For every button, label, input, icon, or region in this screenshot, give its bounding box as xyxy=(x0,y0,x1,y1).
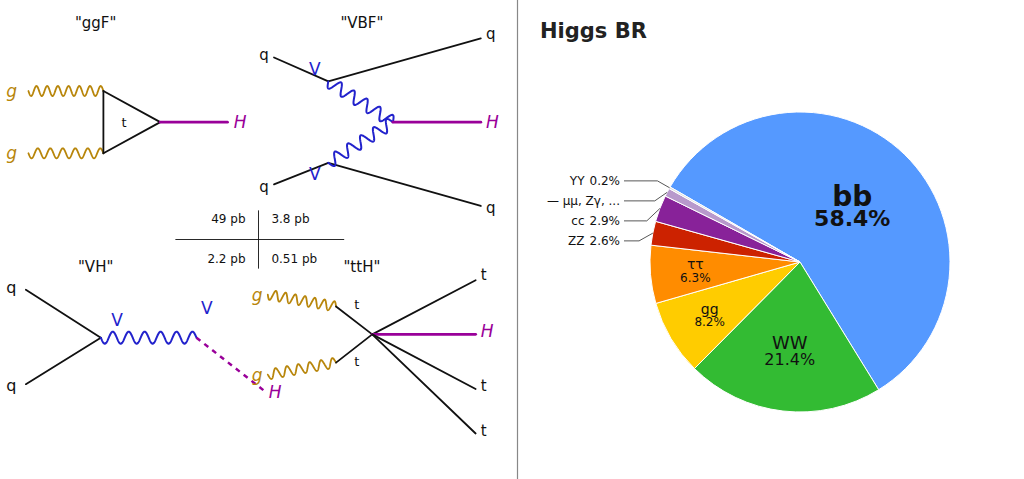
annotation: 0.51 pb xyxy=(271,252,317,266)
annotation: t xyxy=(481,377,487,395)
quark-loop xyxy=(103,91,105,153)
annotation: H xyxy=(234,112,247,132)
annotation: 49 pb xyxy=(211,212,245,226)
annotation: t xyxy=(481,266,487,284)
data-label: 0.2% xyxy=(590,174,621,188)
table-rule xyxy=(176,239,344,240)
quark-line xyxy=(328,163,481,206)
annotation: V xyxy=(309,59,321,79)
slice-category: ττ xyxy=(687,256,704,272)
annotation: H xyxy=(481,321,494,341)
annotation: q xyxy=(486,199,496,217)
annotation: q xyxy=(259,178,269,196)
annotation: q xyxy=(486,25,496,43)
higgs-line xyxy=(372,333,475,336)
annotation: H xyxy=(269,382,282,402)
annotation: 3.8 pb xyxy=(271,212,309,226)
pie xyxy=(650,112,950,412)
annotation: 2.2 pb xyxy=(207,252,245,266)
data-label: 8.2% xyxy=(694,315,725,329)
data-label: 2.9% xyxy=(590,214,621,228)
annotation: q xyxy=(259,46,269,64)
quark-line xyxy=(274,57,328,81)
annotation: g xyxy=(252,365,263,385)
annotation: t xyxy=(481,422,487,440)
quark-line xyxy=(372,334,475,433)
slice-label: ZZ 2.6% xyxy=(568,234,620,248)
annotation: V xyxy=(309,164,321,184)
data-label: 2.6% xyxy=(590,234,621,248)
annotation: g xyxy=(6,143,17,163)
chart-title: Higgs BR xyxy=(540,19,647,43)
quark-loop xyxy=(103,91,160,122)
slice-category: ZZ xyxy=(568,234,584,248)
annotation: t xyxy=(122,115,127,130)
slice-category: cc xyxy=(571,214,584,228)
annotation: "VBF" xyxy=(340,14,383,32)
pie-slice xyxy=(669,187,800,262)
quark-line xyxy=(328,38,481,81)
annotation: "VH" xyxy=(78,258,113,276)
leader-line xyxy=(624,233,653,241)
annotation: "ttH" xyxy=(343,258,380,276)
panel-divider xyxy=(517,0,518,479)
boson-line xyxy=(328,81,394,122)
table-rule xyxy=(258,211,259,268)
annotation: t xyxy=(354,354,359,369)
leader-line xyxy=(624,208,660,220)
annotation: V xyxy=(111,310,123,330)
boson-line xyxy=(328,119,393,166)
data-label: 6.3% xyxy=(680,271,711,285)
annotation: q xyxy=(6,376,16,395)
gluon-line xyxy=(268,291,336,310)
quark-line xyxy=(26,290,101,338)
gluon-line xyxy=(28,86,103,96)
slice-category: — μμ, Zγ, ... xyxy=(547,194,620,208)
leader-line xyxy=(624,181,670,188)
slice-label: — μμ, Zγ, ... xyxy=(547,194,620,208)
pie-labels: bb58.4%WW21.4%gg8.2%ττ6.3%YY0.2%— μμ, Zγ… xyxy=(547,174,891,370)
annotation: g xyxy=(6,81,17,101)
annotation: "ggF" xyxy=(75,14,116,32)
pie-slice xyxy=(656,196,800,262)
slice-label: YY 0.2% xyxy=(569,174,620,188)
data-label: 21.4% xyxy=(764,350,815,369)
higgs-line xyxy=(160,121,227,124)
quark-line xyxy=(274,163,328,185)
annotation: t xyxy=(354,297,359,312)
slice-category: YY xyxy=(569,174,585,188)
annotation: q xyxy=(6,278,16,297)
annotation: H xyxy=(486,112,499,132)
leader-line xyxy=(624,192,667,201)
quark-line xyxy=(372,334,475,389)
gluon-line xyxy=(28,148,103,158)
higgs-line xyxy=(196,338,263,391)
boson-line xyxy=(101,332,197,344)
data-label: 58.4% xyxy=(814,206,890,231)
quark-line xyxy=(26,338,101,384)
gluon-line xyxy=(268,358,336,379)
higgs-line xyxy=(393,121,481,124)
slice-category: gg xyxy=(701,301,719,317)
quark-loop xyxy=(103,122,160,153)
quark-line xyxy=(372,280,475,334)
annotation: V xyxy=(201,298,213,318)
slice-label: cc 2.9% xyxy=(571,214,620,228)
annotation: g xyxy=(252,285,263,305)
diagrams xyxy=(26,38,481,433)
